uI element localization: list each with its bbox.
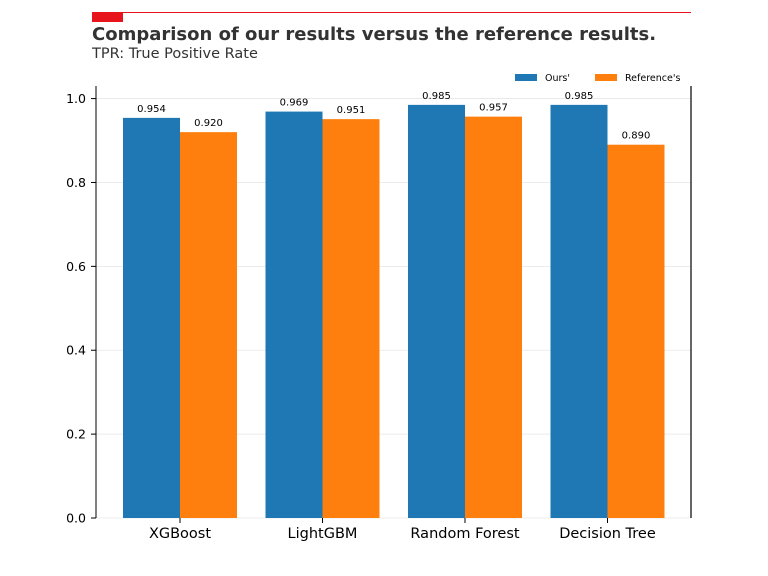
bar-value-label: 0.985 [422,91,451,102]
legend-swatch [595,74,617,81]
bar-labels: 0.954 0.920 0.969 0.951 0.985 0.957 0.985 0.890 [137,91,650,142]
legend-swatch [515,74,537,81]
bar [123,117,180,518]
axes: 0.0 0.2 0.4 0.6 0.8 1.0 XGBoost LightGBM Random … [66,86,692,542]
bar [607,144,665,518]
bar-value-label: 0.969 [280,98,309,109]
bar [550,104,608,519]
y-tick-label: 0.2 [66,427,86,442]
y-tick-label: 0.4 [66,343,86,358]
x-tick-label: XGBoost [149,526,211,542]
bar [265,111,323,518]
y-tick-label: 1.0 [66,91,86,106]
bar [322,119,380,519]
bar-value-label: 0.920 [194,118,223,129]
bar [465,116,522,518]
x-tick-label: Random Forest [410,526,519,542]
chart-title: Comparison of our results versus the ref… [92,24,656,45]
x-tick-label: Decision Tree [559,526,656,542]
bars [123,104,665,519]
legend-label: Ours' [545,73,570,84]
y-tick-label: 0.6 [66,259,86,274]
y-tick-label: 0.8 [66,175,86,190]
chart-subtitle: TPR: True Positive Rate [91,46,258,62]
bar-value-label: 0.954 [137,104,166,115]
legend: Ours' Reference's [515,73,680,84]
accent-bar [92,12,123,22]
x-tick-label: LightGBM [288,526,358,542]
bar-value-label: 0.985 [565,91,594,102]
bar-value-label: 0.957 [479,103,508,114]
bar-value-label: 0.890 [622,131,651,142]
bar [180,132,237,518]
bar [408,104,465,519]
bar-value-label: 0.951 [337,105,366,116]
y-tick-label: 0.0 [66,511,86,526]
legend-label: Reference's [625,73,680,84]
